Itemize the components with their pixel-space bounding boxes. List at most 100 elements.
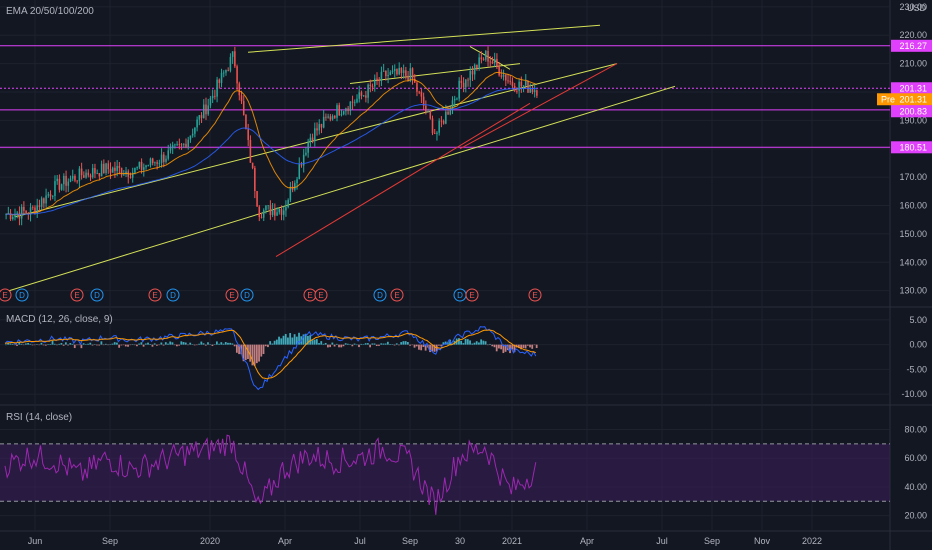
marker-label: E [152, 291, 157, 300]
earnings-marker[interactable]: E [70, 288, 84, 302]
macd-histogram-bar [380, 343, 383, 345]
price-candle [300, 164, 303, 166]
macd-histogram-bar [526, 344, 529, 346]
price-candle [138, 161, 141, 168]
price-candle [456, 98, 458, 100]
earnings-marker[interactable]: E [148, 288, 162, 302]
macd-histogram-bar [195, 344, 198, 346]
macd-histogram-bar [364, 343, 367, 345]
earnings-marker[interactable]: E [225, 288, 239, 302]
macd-histogram-bar [180, 341, 183, 345]
price-candle [427, 110, 429, 112]
macd-histogram-bar [278, 336, 280, 345]
macd-tick-label: -5.00 [906, 364, 927, 374]
macd-histogram-bar [273, 340, 276, 345]
price-candle [409, 68, 412, 81]
price-candle [200, 115, 203, 119]
price-candle [51, 195, 54, 197]
macd-histogram-bar [220, 342, 223, 345]
macd-histogram-bar [107, 344, 109, 346]
macd-histogram-bar [287, 337, 289, 345]
macd-histogram-bar [233, 344, 236, 347]
rsi-pane [0, 434, 890, 515]
macd-histogram-bar [251, 344, 254, 366]
price-candle [251, 162, 254, 168]
macd-histogram-bar [20, 343, 23, 345]
price-candle [487, 50, 489, 62]
price-candle [242, 101, 245, 115]
price-candle [489, 61, 492, 63]
dividend-marker[interactable]: D [453, 288, 467, 302]
earnings-marker[interactable]: E [314, 288, 328, 302]
macd-histogram-bar [187, 344, 189, 346]
macd-histogram-bar [280, 338, 283, 345]
rsi-band-fill [0, 443, 890, 502]
price-candle [214, 95, 216, 97]
dividend-marker[interactable]: D [90, 288, 104, 302]
price-candle [143, 167, 145, 170]
earnings-marker[interactable]: E [528, 288, 542, 302]
price-candle [165, 158, 167, 162]
dividend-marker[interactable]: D [373, 288, 387, 302]
macd-histogram-bar [218, 343, 220, 345]
macd-histogram-bar [249, 344, 252, 362]
macd-histogram-bar [229, 342, 232, 345]
price-candle [231, 51, 234, 57]
price-tick-label: 150.00 [899, 229, 927, 239]
macd-histogram-bar [131, 344, 134, 345]
macd-histogram-bar [369, 344, 371, 348]
price-candle [218, 79, 221, 83]
earnings-marker[interactable]: E [303, 288, 317, 302]
price-candle [145, 165, 147, 168]
price-candle [103, 163, 105, 174]
price-candle [78, 168, 81, 182]
earnings-marker[interactable]: E [465, 288, 479, 302]
price-candle [318, 124, 321, 131]
dividend-marker[interactable]: D [240, 288, 254, 302]
macd-histogram-bar [511, 344, 514, 350]
time-tick-label: Sep [704, 536, 720, 546]
earnings-marker[interactable]: E [390, 288, 404, 302]
macd-histogram-bar [535, 344, 538, 349]
macd-histogram-bar [493, 344, 496, 348]
price-tick-label: 210.00 [899, 59, 927, 69]
price-candle [29, 207, 32, 215]
macd-indicator-title[interactable]: MACD (12, 26, close, 9) [6, 314, 113, 325]
macd-histogram-bar [393, 344, 396, 346]
marker-circle [70, 288, 84, 302]
rsi-tick-label: 20.00 [904, 511, 927, 521]
macd-histogram-bar [51, 340, 54, 345]
level-label: 180.51 [899, 142, 927, 152]
price-candle [531, 88, 534, 93]
price-candle [287, 199, 289, 208]
price-candle [69, 178, 72, 182]
macd-histogram-bar [56, 344, 58, 346]
price-indicator-title[interactable]: EMA 20/50/100/200 [6, 6, 94, 17]
price-candle [23, 206, 25, 211]
macd-histogram-bar [29, 343, 32, 345]
macd-histogram-bar [16, 344, 18, 346]
price-candle [325, 116, 327, 118]
macd-histogram-bar [375, 344, 378, 347]
price-candle [533, 90, 536, 93]
macd-histogram-bar [171, 342, 174, 345]
time-tick-label: 2020 [200, 536, 220, 546]
macd-histogram-bar [7, 342, 9, 345]
macd-histogram-bar [144, 343, 147, 345]
marker-label: D [457, 291, 463, 300]
dividend-marker[interactable]: D [15, 288, 29, 302]
macd-histogram-bar [431, 344, 434, 352]
price-candle [525, 80, 527, 86]
macd-histogram-bar [498, 344, 500, 349]
rsi-indicator-title[interactable]: RSI (14, close) [6, 412, 73, 423]
macd-histogram-bar [253, 344, 256, 366]
macd-histogram-bar [291, 337, 294, 345]
earnings-marker[interactable]: E [0, 288, 12, 302]
price-candle [458, 80, 460, 99]
ema-line [6, 71, 538, 216]
price-candle [389, 72, 392, 75]
dividend-marker[interactable]: D [166, 288, 180, 302]
macd-histogram-bar [222, 343, 225, 345]
